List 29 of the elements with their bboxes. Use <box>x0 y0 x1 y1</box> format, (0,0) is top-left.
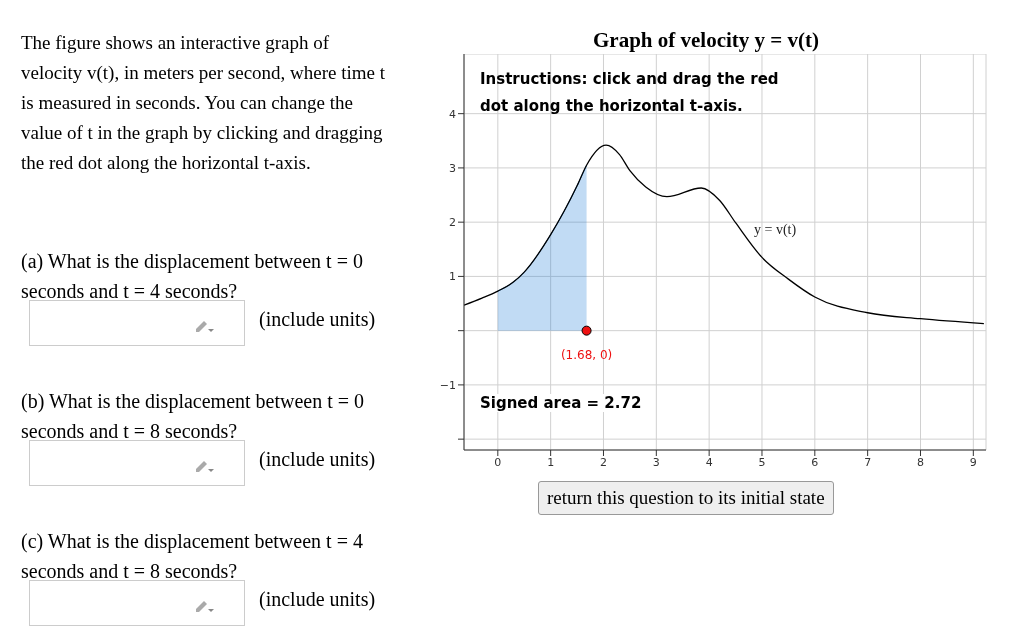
y-tick-label: 3 <box>449 161 456 175</box>
x-tick-label: 0 <box>494 455 502 469</box>
reset-button: return this question to its initial state <box>538 481 834 515</box>
text: (b) What is the displacement between t = 0 seconds and t = 8 seconds? <box>21 389 366 444</box>
text: (include units) <box>259 588 376 610</box>
y-tick-label: −1 <box>439 378 456 392</box>
text: (include units) <box>259 448 376 470</box>
x-tick-label: 9 <box>969 455 977 469</box>
x-tick-label: 1 <box>547 455 555 469</box>
line-series <box>464 144 985 325</box>
text: The figure shows an interactive graph of velocity v(t), in meters per second, where time t is measured in seconds. You can change the value of t in the graph by clicking and dragging the red dot along the horizontal t-axis. <box>21 31 387 175</box>
text: (include units) <box>259 308 376 330</box>
x-tick-label: 4 <box>705 455 713 469</box>
y-tick-label: 1 <box>449 270 456 284</box>
annotation: Signed area = 2.72 <box>480 394 642 412</box>
annotation: Instructions: click and drag the red dot along the horizontal t-axis. <box>480 69 780 117</box>
x-tick-label: 8 <box>916 455 924 469</box>
x-tick-label: 2 <box>599 455 607 469</box>
annotation: y = v(t) <box>754 222 797 238</box>
x-tick-label: 6 <box>811 455 819 469</box>
y-tick-label: 2 <box>449 216 456 230</box>
data-label: (1.68, 0) <box>560 348 613 363</box>
x-tick-label: 3 <box>652 455 660 469</box>
chart-title: Graph of velocity y = v(t) <box>592 28 820 53</box>
text: (a) What is the displacement between t = 0 seconds and t = 4 seconds? <box>21 249 364 304</box>
y-tick-label: 4 <box>449 107 456 121</box>
x-tick-label: 5 <box>758 455 766 469</box>
text: (c) What is the displacement between t = 4 seconds and t = 8 seconds? <box>21 529 364 584</box>
x-tick-label: 7 <box>864 455 872 469</box>
